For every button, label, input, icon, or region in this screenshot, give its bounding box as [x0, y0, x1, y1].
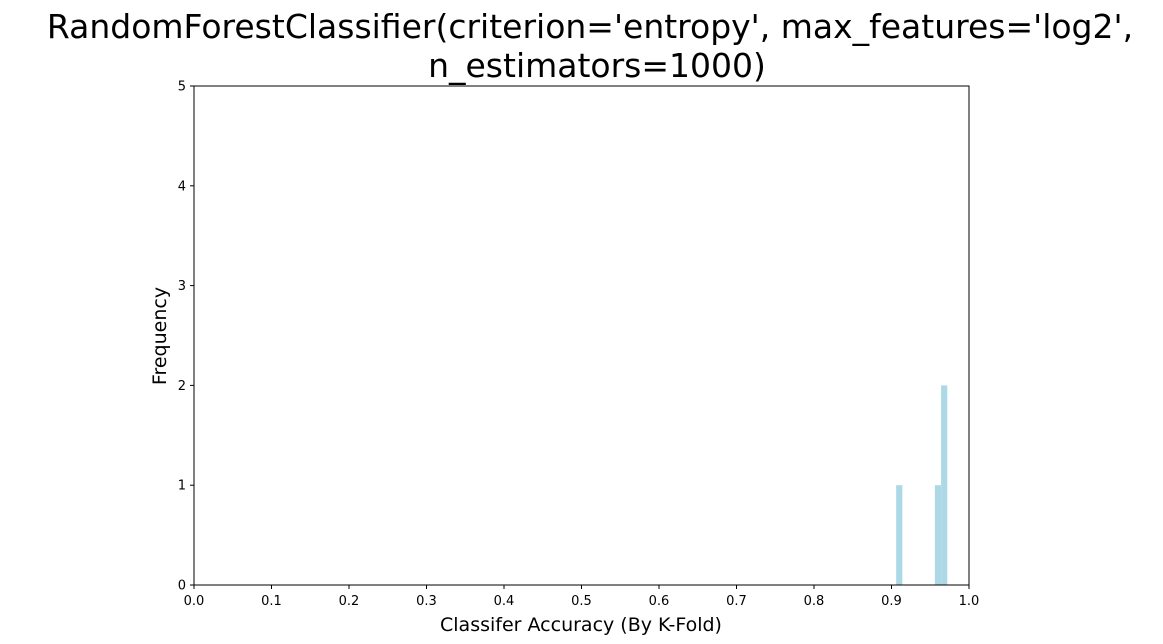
histogram-bar-1 — [934, 485, 942, 585]
x-tick-label: 0.1 — [261, 594, 282, 609]
x-tick-label: 1.0 — [959, 594, 980, 609]
x-tick-label: 0.4 — [494, 594, 515, 609]
chart-title-line-1: RandomForestClassifier(criterion='entrop… — [47, 7, 1133, 46]
x-tick-label: 0.0 — [184, 594, 205, 609]
plot-area-frame — [193, 85, 970, 586]
x-tick-label: 0.6 — [649, 594, 670, 609]
y-tick-label: 4 — [178, 179, 186, 194]
y-tick-label: 0 — [178, 579, 186, 594]
y-axis-label: Frequency — [149, 287, 171, 385]
x-tick-label: 0.7 — [726, 594, 747, 609]
x-axis-label: Classifer Accuracy (By K-Fold) — [440, 614, 722, 636]
x-tick-label: 0.3 — [416, 594, 437, 609]
histogram-bar-0 — [896, 485, 903, 585]
y-tick-label: 5 — [178, 80, 186, 95]
x-tick-label: 0.5 — [571, 594, 592, 609]
x-axis-ticks: 0.0 0.1 0.2 0.3 0.4 0.5 0.6 0.7 0.8 0.9 1.0 — [184, 585, 980, 609]
y-axis-ticks: 0 1 2 3 4 5 — [178, 80, 194, 594]
x-tick-label: 0.2 — [339, 594, 360, 609]
y-tick-label: 3 — [178, 279, 186, 294]
chart-title-line-2: n_estimators=1000) — [428, 46, 766, 85]
y-tick-label: 2 — [178, 379, 186, 394]
histogram-bar-2 — [941, 385, 948, 585]
bars-group — [896, 385, 948, 585]
x-tick-label: 0.9 — [881, 594, 902, 609]
x-tick-label: 0.8 — [804, 594, 825, 609]
y-tick-label: 1 — [178, 479, 186, 494]
